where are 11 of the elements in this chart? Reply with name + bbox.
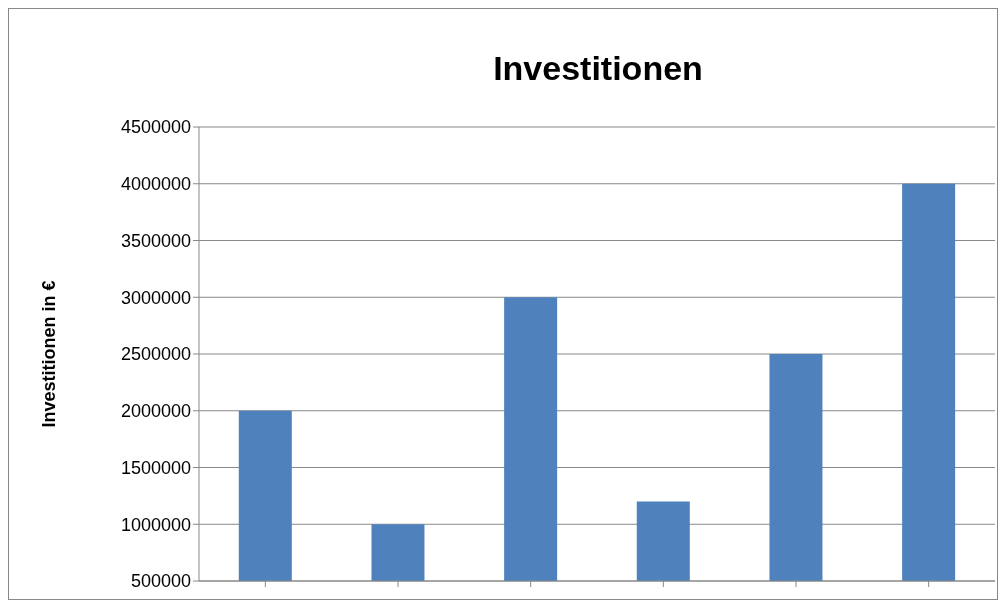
y-tick-label: 500000 [130, 571, 191, 592]
y-tick-label: 4500000 [120, 117, 191, 138]
y-tick-label: 3500000 [120, 230, 191, 251]
y-tick-label: 1500000 [120, 457, 191, 478]
y-tick-label: 2500000 [120, 344, 191, 365]
y-axis-title: Investitionen in € [39, 280, 60, 428]
y-tick-label: 4000000 [120, 174, 191, 195]
y-tick-label: 1000000 [120, 514, 191, 535]
y-tick-label: 2000000 [120, 401, 191, 422]
chart-title: Investitionen [492, 49, 704, 88]
y-tick-label: 3000000 [120, 287, 191, 308]
